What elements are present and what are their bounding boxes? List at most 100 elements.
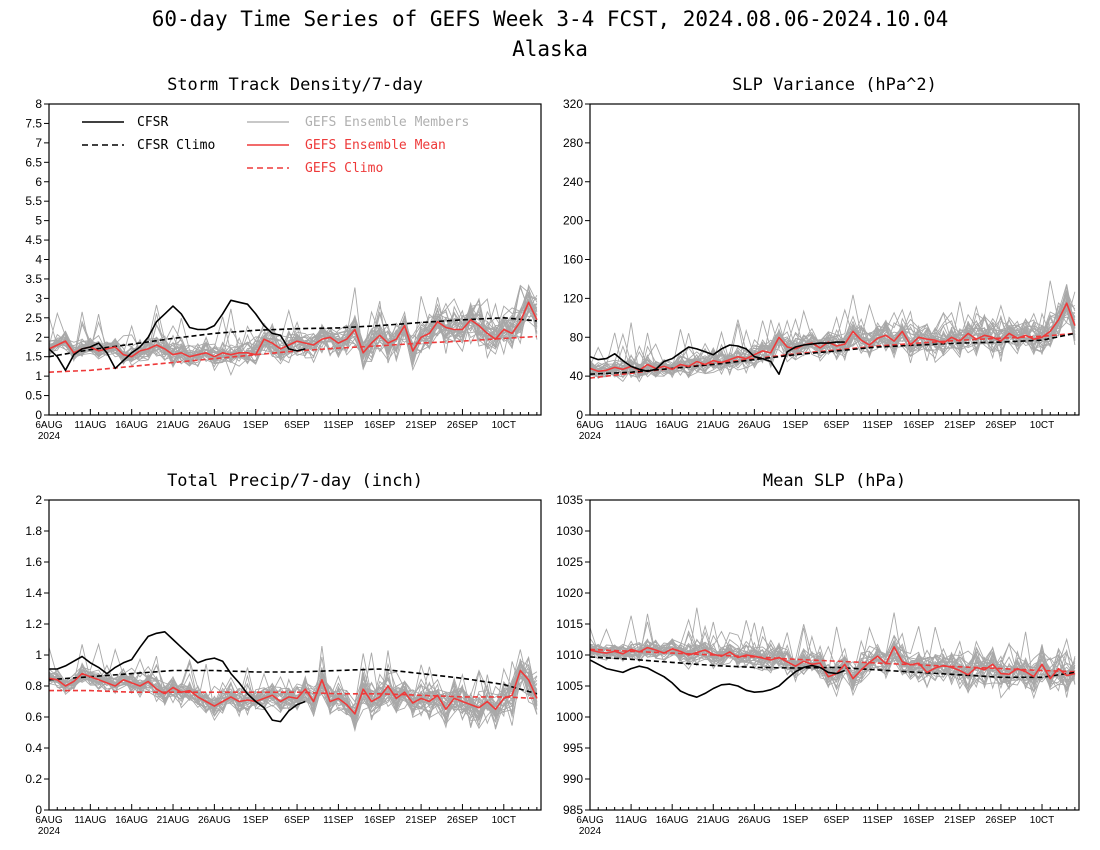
ensemble-member-line [49, 663, 538, 730]
panel-title: Total Precip/7-day (inch) [167, 471, 423, 491]
y-tick-label: 8 [35, 97, 42, 111]
x-tick-label: 21SEP [944, 420, 975, 431]
x-tick-label: 11SEP [323, 815, 354, 826]
y-tick-label: 0 [35, 408, 42, 422]
panel-title: Storm Track Density/7-day [167, 75, 423, 95]
ensemble-member-line [590, 303, 1076, 377]
panel-frame [48, 499, 542, 811]
x-tick-label: 26SEP [985, 815, 1016, 826]
y-tick-label: 990 [563, 772, 583, 786]
y-tick-label: 0.5 [25, 389, 42, 403]
y-tick-label: 1.5 [25, 350, 42, 364]
x-tick-label: 26AUG [198, 815, 231, 826]
x-tick-label: 11AUG [74, 420, 106, 431]
x-tick-label: 10CT [492, 815, 516, 826]
y-tick-label: 7.5 [25, 116, 42, 130]
x-tick-label: 11SEP [323, 420, 354, 431]
x-year-label: 2024 [38, 826, 61, 837]
cfsr-line [590, 341, 845, 376]
ensemble-member-line [49, 658, 538, 725]
x-tick-label: 11AUG [74, 815, 106, 826]
x-tick-label: 6SEP [824, 420, 850, 431]
y-tick-label: 1000 [556, 710, 583, 724]
y-tick-label: 80 [570, 330, 584, 344]
cfsr-line [590, 659, 846, 699]
y-tick-label: 7 [35, 136, 42, 150]
x-tick-label: 6AUG [35, 420, 62, 431]
x-tick-label: 11SEP [862, 815, 893, 826]
y-tick-label: 1.4 [25, 586, 42, 600]
plot-area [49, 283, 538, 377]
plot-area [590, 607, 1076, 700]
y-tick-label: 6 [35, 175, 42, 189]
gefs-climo-line [49, 689, 537, 700]
y-tick-label: 1.8 [25, 524, 42, 538]
ensemble-member-line [49, 297, 538, 368]
y-tick-label: 120 [563, 291, 583, 305]
legend-cfsr-climo-label: CFSR Climo [137, 138, 215, 153]
panel-frame [589, 103, 1080, 416]
y-tick-label: 1.2 [25, 617, 42, 631]
legend-gefs-mean-label: GEFS Ensemble Mean [305, 138, 446, 153]
y-tick-label: 320 [563, 97, 583, 111]
cfsr-line [49, 299, 306, 372]
y-tick-label: 1 [35, 369, 42, 383]
legend: CFSR CFSR Climo GEFS Ensemble Members GE… [82, 115, 469, 176]
ensemble-member-line [49, 306, 538, 367]
ensemble-member-line [49, 313, 538, 377]
y-tick-label: 0.2 [25, 772, 42, 786]
x-tick-label: 11SEP [862, 420, 893, 431]
panel-3: Total Precip/7-day (inch)00.20.40.60.811… [25, 471, 542, 837]
y-tick-label: 5 [35, 214, 42, 228]
y-tick-label: 0 [35, 803, 42, 817]
x-tick-label: 6SEP [284, 420, 310, 431]
x-tick-label: 16SEP [364, 815, 395, 826]
panel-4: Mean SLP (hPa) 985 990 995 1000 1005 1010 1015 1… [556, 471, 1080, 837]
x-tick-label: 10CT [1030, 420, 1054, 431]
x-tick-label: 1SEP [243, 420, 269, 431]
x-year-label: 2024 [579, 431, 602, 442]
ensemble-member-line [590, 308, 1076, 377]
x-tick-label: 11AUG [615, 815, 647, 826]
plot-area [49, 630, 538, 733]
legend-gefs-members-label: GEFS Ensemble Members [305, 115, 469, 130]
y-tick-label: 1.6 [25, 555, 42, 569]
x-tick-label: 1SEP [243, 815, 269, 826]
y-tick-label: 1020 [556, 586, 583, 600]
ensemble-member-line [590, 289, 1076, 383]
y-tick-label: 2 [35, 330, 42, 344]
y-tick-label: 4 [35, 253, 42, 267]
panel-2: SLP Variance (hPa^2) 0 40 80 120 160 200 240 280… [563, 75, 1080, 442]
x-tick-label: 16AUG [115, 815, 148, 826]
y-tick-label: 240 [563, 175, 583, 189]
y-tick-label: 4.5 [25, 233, 42, 247]
y-tick-label: 3.5 [25, 272, 42, 286]
cfsr-climo-line [49, 316, 537, 358]
gefs-climo-line [590, 648, 1075, 673]
y-tick-label: 995 [563, 741, 583, 755]
cfsr-climo-line [49, 668, 538, 695]
y-tick-label: 280 [563, 136, 583, 150]
figure-title: 60-day Time Series of GEFS Week 3-4 FCST… [152, 7, 949, 31]
x-tick-label: 16SEP [364, 420, 395, 431]
x-tick-label: 6AUG [576, 815, 603, 826]
x-year-label: 2024 [579, 826, 602, 837]
x-tick-label: 10CT [1030, 815, 1054, 826]
y-tick-label: 1 [35, 648, 42, 662]
panel-title: Mean SLP (hPa) [763, 471, 906, 491]
x-tick-label: 26SEP [447, 420, 478, 431]
x-tick-label: 6AUG [35, 815, 62, 826]
x-tick-label: 21SEP [406, 815, 437, 826]
gefs-mean-line [49, 669, 538, 715]
x-tick-label: 6SEP [284, 815, 310, 826]
ensemble-member-line [590, 284, 1076, 374]
x-tick-label: 21AUG [697, 815, 730, 826]
y-tick-label: 0 [576, 408, 583, 422]
gefs-mean-line [590, 646, 1076, 680]
x-tick-label: 10CT [492, 420, 516, 431]
ensemble-member-line [49, 659, 538, 725]
y-tick-label: 2 [35, 493, 42, 507]
legend-cfsr-label: CFSR [137, 115, 168, 130]
plot-area [590, 280, 1076, 383]
